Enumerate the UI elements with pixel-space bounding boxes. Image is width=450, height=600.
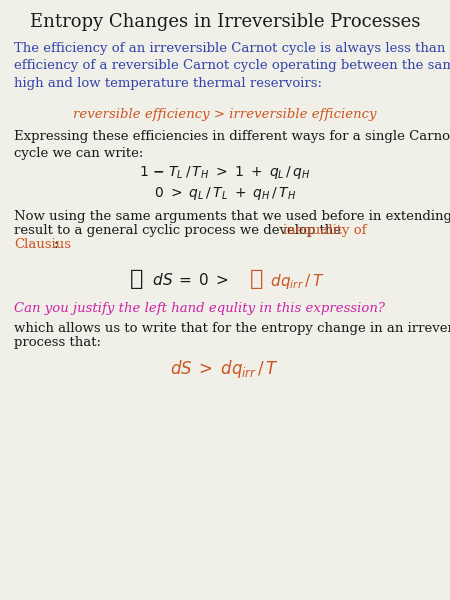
Text: Expressing these efficiencies in different ways for a single Carnot
cycle we can: Expressing these efficiencies in differe…	[14, 130, 450, 160]
Text: result to a general cyclic process we develop the: result to a general cyclic process we de…	[14, 224, 345, 237]
Text: Clausius: Clausius	[14, 238, 71, 251]
Text: $\,dq_{irr}\,/\,T$: $\,dq_{irr}\,/\,T$	[268, 272, 324, 291]
Text: Now using the same arguments that we used before in extending this: Now using the same arguments that we use…	[14, 210, 450, 223]
Text: :: :	[54, 238, 58, 251]
Text: $0\ >\ q_L\,/\,T_L\ +\ q_H\,/\,T_H$: $0\ >\ q_L\,/\,T_L\ +\ q_H\,/\,T_H$	[154, 185, 296, 202]
Text: $dS\;>\;dq_{irr}\,/\,T$: $dS\;>\;dq_{irr}\,/\,T$	[171, 358, 279, 380]
Text: ☞: ☞	[130, 268, 144, 290]
Text: $1\ \mathbf{-}\ T_L\,/\,T_H\ >\ 1\ +\ q_L\,/\,q_H$: $1\ \mathbf{-}\ T_L\,/\,T_H\ >\ 1\ +\ q_…	[139, 164, 311, 181]
Text: $\,dS\;=\;0\;>$: $\,dS\;=\;0\;>$	[150, 272, 229, 288]
Text: process that:: process that:	[14, 336, 101, 349]
Text: ☞: ☞	[250, 268, 263, 290]
Text: The efficiency of an irreversible Carnot cycle is always less than the
efficienc: The efficiency of an irreversible Carnot…	[14, 42, 450, 90]
Text: inequality of: inequality of	[283, 224, 366, 237]
Text: Can you justify the left hand equlity in this expression?: Can you justify the left hand equlity in…	[14, 302, 385, 315]
Text: which allows us to write that for the entropy change in an irreversible: which allows us to write that for the en…	[14, 322, 450, 335]
Text: reversible efficiency > irreversible efficiency: reversible efficiency > irreversible eff…	[73, 108, 377, 121]
Text: Entropy Changes in Irreversible Processes: Entropy Changes in Irreversible Processe…	[30, 13, 420, 31]
